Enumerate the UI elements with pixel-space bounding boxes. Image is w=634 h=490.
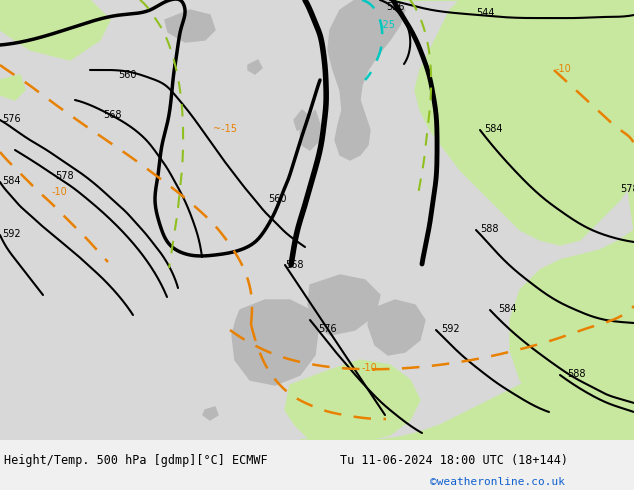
Text: 592: 592: [441, 324, 460, 334]
Polygon shape: [0, 75, 25, 100]
Text: -10: -10: [362, 363, 378, 373]
Text: -10: -10: [556, 64, 572, 74]
Polygon shape: [294, 110, 308, 130]
Text: 568: 568: [103, 110, 122, 120]
Text: 592: 592: [2, 229, 21, 239]
Text: 578: 578: [55, 171, 74, 181]
Text: 560: 560: [268, 194, 287, 204]
Text: ©weatheronline.co.uk: ©weatheronline.co.uk: [430, 477, 565, 487]
Text: -25: -25: [380, 20, 396, 30]
Text: 536: 536: [386, 2, 404, 12]
Text: 544: 544: [476, 8, 495, 18]
Text: 578: 578: [620, 184, 634, 194]
Text: -10: -10: [52, 187, 68, 197]
Text: Tu 11-06-2024 18:00 UTC (18+144): Tu 11-06-2024 18:00 UTC (18+144): [340, 454, 568, 466]
Text: ~-15: ~-15: [213, 124, 237, 134]
Text: Height/Temp. 500 hPa [gdmp][°C] ECMWF: Height/Temp. 500 hPa [gdmp][°C] ECMWF: [4, 454, 268, 466]
Polygon shape: [285, 360, 420, 440]
Text: 560: 560: [118, 70, 136, 80]
Text: 584: 584: [484, 124, 503, 134]
Text: 584: 584: [2, 176, 20, 186]
Polygon shape: [165, 10, 215, 42]
Polygon shape: [248, 60, 262, 74]
Polygon shape: [232, 300, 318, 385]
Text: 584: 584: [498, 304, 517, 314]
Text: 588: 588: [480, 224, 498, 234]
Text: 568: 568: [285, 260, 304, 270]
Polygon shape: [328, 0, 405, 160]
Polygon shape: [300, 110, 320, 150]
Polygon shape: [300, 345, 634, 440]
Polygon shape: [308, 275, 380, 335]
Polygon shape: [510, 0, 634, 440]
Polygon shape: [0, 0, 110, 60]
Polygon shape: [368, 300, 425, 355]
Polygon shape: [360, 0, 634, 245]
Polygon shape: [203, 407, 218, 420]
Text: 576: 576: [2, 114, 21, 124]
Text: 576: 576: [318, 324, 337, 334]
Text: 588: 588: [567, 369, 586, 379]
